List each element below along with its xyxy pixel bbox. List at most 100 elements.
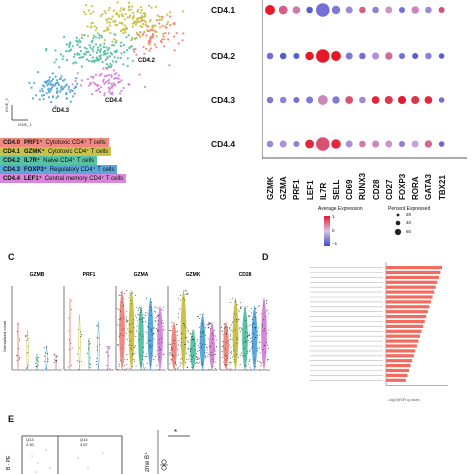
tsne-point [105,19,108,22]
violin-point [208,368,210,370]
violin-point [239,354,241,356]
tsne-point [151,32,155,36]
tsne-point [86,78,89,81]
legend-key: CD4.1 [3,148,21,155]
tsne-point [83,10,86,13]
violin-point [186,353,187,355]
tsne-point [137,20,140,24]
dot-CD44-cd28 [372,140,380,148]
tsne-point [166,23,169,26]
violin-point [19,339,20,341]
violin-point [96,361,97,362]
tsne-point [123,18,127,21]
legend-desc: Central memory CD4⁺ T cells [44,176,124,182]
tsne-point [145,34,148,37]
violin-point [208,322,210,324]
violin-point [253,332,254,334]
tsne-point [61,88,64,91]
violin-point [210,327,211,329]
violin-point [243,347,245,349]
tsne-point [131,22,134,25]
tsne-point [128,16,131,19]
violin-point [121,348,123,350]
tsne-point [103,94,106,97]
violin-point [246,332,248,334]
dotplot-gene-il7r: IL7R [318,182,328,200]
violin-point [183,322,185,324]
tsne-point [148,49,151,52]
dot-CD42-runx3 [359,52,366,60]
violin-point [137,308,139,310]
tsne-point [74,80,77,83]
violin-point [196,361,198,363]
violin-point [78,347,80,349]
violin-point [126,354,128,355]
cluster-label-cd43: CD4.3 [52,108,70,114]
violin-point [227,367,229,369]
dot-CD43-lef1 [306,96,314,104]
tsne-point [98,34,101,37]
violin-point [131,331,133,333]
tsne-point [59,90,62,93]
violin-point [191,339,193,341]
tsne-point [139,6,142,9]
violin-point [206,349,208,351]
violin-point [87,352,89,354]
violin-point [171,354,173,356]
violin-point [44,361,46,363]
tsne-point [87,9,90,12]
tsne-point [127,34,130,37]
violin-point [96,364,98,366]
tsne-point [131,17,134,20]
violin-point [251,346,253,348]
violin-point [255,326,257,328]
tsne-point [136,8,140,11]
violin-point [208,323,210,325]
violin-title-prf1: PRF1 [83,272,96,278]
violin-point [200,363,202,365]
tsne-point [115,13,118,16]
violin-point [235,354,237,356]
tsne-point [107,65,110,68]
legend-item-CD41: CD4.1 GZMK⁺ Cytotoxic CD4⁺ T cells [0,147,112,156]
violin-point [191,366,193,368]
violin-point [238,310,240,312]
violin-point [239,331,241,333]
dotplot-row-cd42: CD4.2 [211,51,236,61]
tsne-point [102,45,106,49]
violin-point [119,334,121,336]
violin-point [118,294,120,296]
dot-CD42-sell [331,51,341,61]
violin-point [96,325,98,327]
tsne-point [44,49,48,52]
violin-point [177,349,179,351]
violin-point [190,354,192,356]
violin-point [56,355,58,357]
tsne-point [119,56,122,59]
tsne-point [96,49,99,52]
violin-point [169,352,171,353]
violin-point [231,356,233,358]
violin-point [151,328,152,330]
tsne-point [122,32,125,35]
dot-CD44-gzma [279,140,287,148]
violin-point [255,366,257,368]
dot-CD44-gzmk [266,140,274,148]
violin-point [239,326,241,328]
tsne-point [140,9,143,12]
tsne-point [127,6,130,9]
enrichment-bar [386,300,431,304]
tsne-point [143,85,147,88]
violin-point [215,335,217,337]
cluster-label-cd42: CD4.2 [138,58,156,64]
violin-point [187,293,189,295]
violin-point [176,330,178,332]
violin-point [257,360,258,362]
tsne-point [116,23,119,26]
enrichment-bar [386,378,406,382]
violin-point [147,325,149,327]
dot-CD44-il7r [316,137,330,151]
violin-point [237,356,239,358]
violin-point [187,340,189,342]
violin-point [70,364,72,366]
